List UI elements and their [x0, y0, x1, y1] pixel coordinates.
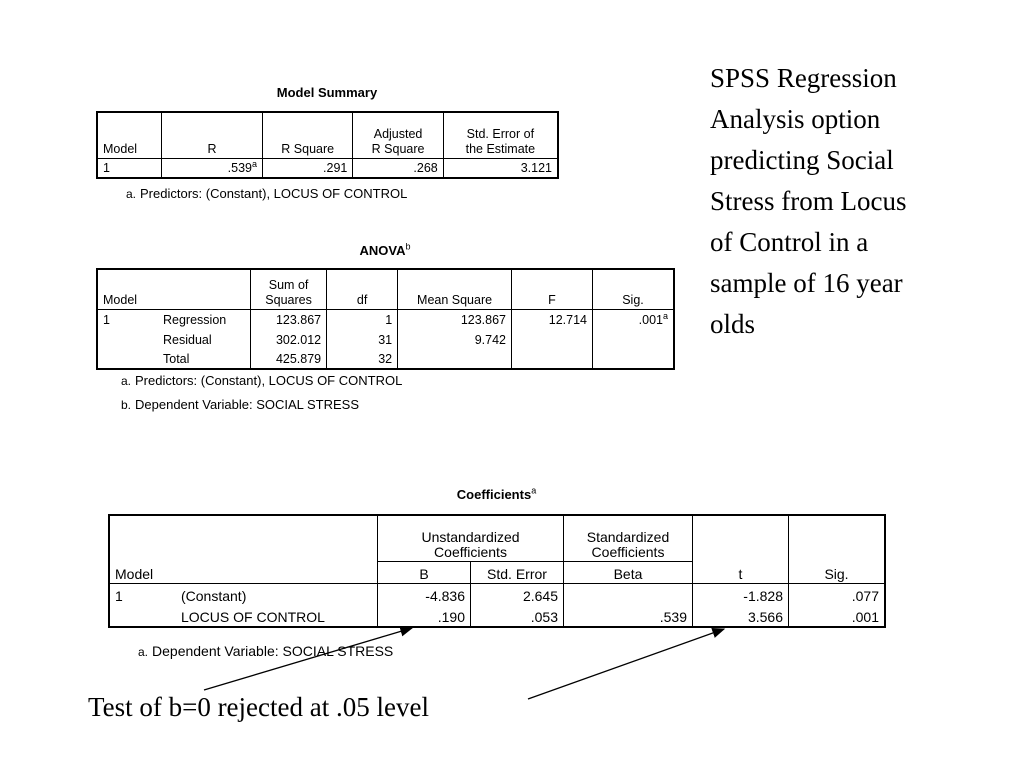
ms-cell-adj-r-square: .268: [352, 158, 444, 179]
arrow-to-t: [527, 628, 726, 700]
coefficients-title: Coefficientsa: [456, 485, 537, 502]
ms-header-std-error: Std. Error of the Estimate: [442, 111, 559, 159]
anova-header-sum-squares: Sum of Squares: [249, 268, 327, 310]
model-summary-table: Model R R Square Adjusted R Square Std. E…: [96, 111, 559, 179]
coef-header-t: t: [692, 561, 789, 584]
coef-header-sig: Sig.: [788, 561, 886, 584]
anova-cell-df: 32: [326, 349, 398, 370]
caption-text: Test of b=0 rejected at .05 level: [88, 692, 429, 722]
ms-header-adj-r-square: Adjusted R Square: [352, 111, 444, 159]
anova-cell-ss: 123.867: [249, 309, 327, 329]
anova-cell-model: 1: [96, 309, 158, 329]
coef-cell-se: 2.645: [470, 583, 564, 605]
anova-footnote-b: b. Dependent Variable: SOCIAL STRESS: [121, 397, 360, 412]
coef-cell-b: -4.836: [377, 583, 471, 605]
coef-cell-label: LOCUS OF CONTROL: [176, 605, 378, 628]
coef-cell-se: .053: [470, 605, 564, 628]
anova-footnote-a: a. Predictors: (Constant), LOCUS OF CONTR…: [121, 373, 403, 388]
anova-cell-df: 1: [326, 309, 398, 329]
table-row: 1 .539a .291 .268 3.121: [96, 158, 559, 179]
table-row: LOCUS OF CONTROL .190 .053 .539 3.566 .0…: [108, 605, 886, 628]
coef-cell-b: .190: [377, 605, 471, 628]
coef-header-b: B: [377, 561, 471, 584]
ms-cell-r-square: .291: [261, 158, 353, 179]
ms-header-r: R: [161, 111, 263, 159]
anova-header-f: F: [511, 268, 593, 310]
coef-header-std-error: Std. Error: [470, 561, 564, 584]
ms-cell-std-error: 3.121: [442, 158, 559, 179]
coefficients-footnote: a. Dependent Variable: SOCIAL STRESS: [138, 643, 394, 659]
ms-cell-model: 1: [96, 158, 162, 179]
anova-header-df: df: [326, 268, 398, 310]
anova-cell-sig: .001a: [592, 309, 675, 329]
table-row: 1 Regression 123.867 1 123.867 12.714 .0…: [96, 309, 675, 329]
coef-cell-sig: .001: [788, 605, 886, 628]
coef-header-beta: Beta: [563, 561, 693, 584]
ms-header-r-square: R Square: [261, 111, 353, 159]
anova-cell-ms: 123.867: [397, 309, 512, 329]
table-row: Total 425.879 32: [96, 349, 675, 370]
anova-cell-label: Residual: [163, 333, 212, 347]
coefficients-table: Unstandardized Coefficients Standardized C…: [108, 514, 886, 628]
anova-cell-ss: 302.012: [249, 329, 327, 349]
ms-header-model: Model: [96, 111, 162, 159]
anova-cell-label: Regression: [163, 313, 227, 327]
anova-title: ANOVAb: [359, 241, 411, 258]
model-summary-footnote: a. Predictors: (Constant), LOCUS OF CONTR…: [126, 186, 408, 201]
model-summary-title: Model Summary: [276, 85, 378, 100]
ms-cell-r: .539a: [161, 158, 263, 179]
coef-header-standardized: Standardized Coefficients: [563, 514, 693, 562]
anova-cell-label: Total: [158, 349, 251, 370]
coef-header-model: Model: [108, 561, 378, 584]
anova-cell-ms: 9.742: [397, 329, 512, 349]
coef-cell-label: (Constant): [181, 588, 247, 604]
coef-cell-sig: .077: [788, 583, 886, 605]
description-text: SPSS Regression Analysis option predicti…: [710, 63, 907, 339]
anova-cell-f: 12.714: [511, 309, 593, 329]
arrow-to-b: [203, 626, 414, 691]
table-row: 1 (Constant) -4.836 2.645 -1.828 .077: [108, 583, 886, 605]
coef-cell-model: 1: [108, 583, 176, 605]
coef-cell-t: -1.828: [692, 583, 789, 605]
anova-header-sig: Sig.: [592, 268, 675, 310]
coef-cell-t: 3.566: [692, 605, 789, 628]
anova-header-model: Model: [96, 268, 251, 310]
anova-cell-df: 31: [326, 329, 398, 349]
coef-header-unstandardized: Unstandardized Coefficients: [377, 514, 564, 562]
anova-header-mean-square: Mean Square: [397, 268, 512, 310]
anova-cell-ss: 425.879: [249, 349, 327, 370]
anova-table: Model Sum of Squares df Mean Square F Sig…: [96, 268, 675, 370]
coef-cell-beta: .539: [563, 605, 693, 628]
table-row: Residual 302.012 31 9.742: [96, 329, 675, 349]
